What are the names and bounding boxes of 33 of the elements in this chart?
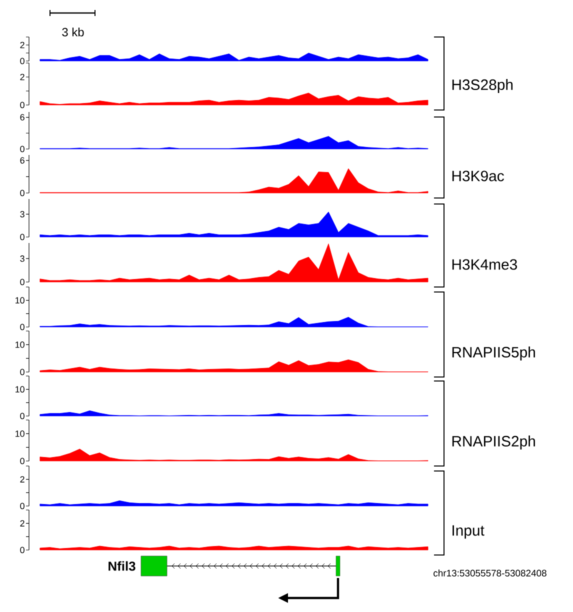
y-tick-label: 0: [20, 324, 24, 330]
y-tick-label: 3: [20, 255, 24, 262]
text: Nfil3: [108, 561, 136, 571]
y-tick-label: 2: [20, 42, 24, 48]
y-tick-label: 0: [20, 458, 24, 464]
y-tick-label: 0: [20, 190, 24, 196]
y-tick-label: 0: [20, 368, 24, 376]
y-tick-label: 10: [16, 430, 24, 437]
y-tick-label: 10: [16, 297, 24, 304]
y-tick-label: 0: [20, 146, 24, 152]
y-tick-label: 6: [20, 114, 24, 120]
y-tick-label: 0: [20, 502, 24, 510]
y-tick-label: 10: [16, 341, 24, 348]
text: H3K9ac: [452, 170, 504, 182]
y-tick-label: 10: [16, 386, 24, 393]
text: H3K4me3: [452, 259, 517, 270]
text: 3 kb: [62, 28, 84, 36]
y-tick-label: 2: [20, 520, 24, 526]
y-tick-label: 0: [20, 234, 24, 240]
y-tick-label: 3: [20, 211, 24, 218]
text: RNAPIIS2ph: [452, 436, 535, 450]
y-tick-label: 2: [20, 476, 24, 482]
text: H3S28ph: [452, 79, 513, 93]
y-tick-label: 0: [20, 412, 24, 420]
y-tick-label: 2: [20, 74, 24, 80]
text: RNAPIIS5ph: [452, 346, 535, 360]
y-tick-label: 0: [20, 58, 24, 64]
y-tick-label: 0: [20, 278, 24, 286]
y-tick-label: 6: [20, 157, 24, 164]
y-tick-label: 0: [20, 102, 24, 108]
y-tick-label: 0: [20, 546, 24, 554]
text: chr13:53055578-53082408: [434, 570, 546, 576]
text: Input: [452, 525, 484, 539]
